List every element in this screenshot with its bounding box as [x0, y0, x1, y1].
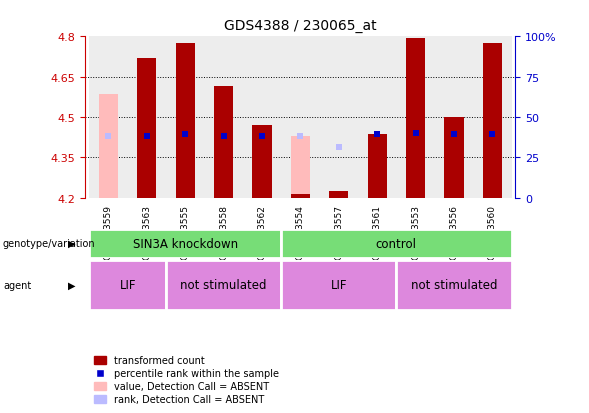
- Bar: [90, 229, 281, 258]
- Bar: [444, 118, 464, 198]
- Bar: [473, 37, 511, 198]
- Bar: [99, 95, 118, 198]
- Text: LIF: LIF: [120, 278, 136, 292]
- Text: control: control: [376, 237, 417, 250]
- Bar: [281, 260, 396, 310]
- Bar: [435, 37, 473, 198]
- Bar: [137, 59, 157, 198]
- Bar: [358, 37, 396, 198]
- Bar: [483, 44, 502, 198]
- Title: GDS4388 / 230065_at: GDS4388 / 230065_at: [224, 19, 377, 33]
- Text: LIF: LIF: [330, 278, 347, 292]
- Bar: [243, 37, 281, 198]
- Text: SIN3A knockdown: SIN3A knockdown: [133, 237, 238, 250]
- Bar: [90, 260, 166, 310]
- Bar: [166, 37, 204, 198]
- Bar: [396, 260, 511, 310]
- Text: genotype/variation: genotype/variation: [3, 239, 95, 249]
- Text: not stimulated: not stimulated: [180, 278, 267, 292]
- Bar: [291, 194, 310, 198]
- Text: ▶: ▶: [68, 280, 75, 290]
- Bar: [320, 37, 358, 198]
- Bar: [396, 37, 435, 198]
- Bar: [368, 135, 387, 198]
- Text: ▶: ▶: [68, 239, 75, 249]
- Bar: [166, 260, 281, 310]
- Bar: [90, 37, 128, 198]
- Bar: [128, 37, 166, 198]
- Bar: [253, 126, 272, 198]
- Bar: [329, 192, 348, 198]
- Text: not stimulated: not stimulated: [411, 278, 497, 292]
- Bar: [281, 229, 511, 258]
- Bar: [281, 37, 320, 198]
- Bar: [204, 37, 243, 198]
- Bar: [291, 136, 310, 198]
- Bar: [176, 44, 195, 198]
- Legend: transformed count, percentile rank within the sample, value, Detection Call = AB: transformed count, percentile rank withi…: [90, 352, 283, 408]
- Bar: [406, 38, 425, 198]
- Text: agent: agent: [3, 280, 31, 290]
- Bar: [214, 87, 233, 198]
